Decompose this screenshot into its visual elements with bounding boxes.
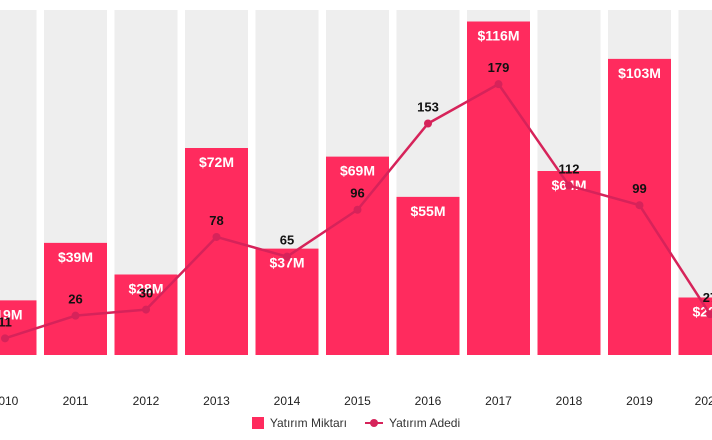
line-value-label: 112 [559, 162, 580, 177]
x-tick-label: 2015 [344, 394, 371, 408]
line-value-label: 78 [209, 213, 223, 228]
x-tick-label: 2011 [63, 394, 89, 408]
line-point-2016[interactable] [424, 119, 432, 128]
line-value-label: 65 [280, 233, 294, 248]
line-point-2010[interactable] [1, 334, 9, 343]
bar-value-label: $103M [618, 65, 661, 81]
x-tick-label: 2018 [556, 394, 583, 408]
bar-2010[interactable] [0, 300, 37, 355]
line-value-label: 99 [632, 181, 646, 196]
legend-item-line[interactable]: Yatırım Adedi [364, 416, 461, 430]
bar-2013[interactable] [185, 148, 248, 355]
line-point-2013[interactable] [212, 232, 221, 241]
line-value-label: 27 [703, 290, 712, 305]
line-value-label: 11 [0, 314, 12, 329]
legend-bar-label: Yatırım Miktarı [269, 416, 347, 430]
x-tick-label: 2019 [626, 394, 653, 408]
background-column [0, 10, 37, 355]
line-series: 11 26 30 78 65 96 153 179 112 99 27 [0, 60, 712, 343]
line-value-label: 179 [488, 60, 510, 75]
bar-value-label: $69M [340, 163, 375, 179]
bar-2018[interactable] [537, 171, 601, 355]
x-tick-label: 2014 [274, 394, 301, 408]
bar-value-label: $37M [269, 255, 304, 271]
bar-2017[interactable] [467, 21, 530, 356]
line-point-2017[interactable] [494, 80, 503, 89]
bar-2014[interactable] [255, 248, 319, 355]
line-point-2011[interactable] [71, 311, 80, 320]
bar-value-label: $28M [128, 281, 163, 297]
line-value-label: 30 [139, 286, 153, 301]
line-point-2014[interactable] [283, 252, 291, 261]
line-value-label: 96 [350, 186, 364, 201]
line-point-2020-[interactable] [706, 310, 712, 319]
bar-value-label: $72M [199, 154, 234, 170]
line-value-label: 153 [417, 99, 439, 114]
legend-bar-swatch [251, 417, 264, 429]
x-tick-label: 2020- [695, 394, 712, 408]
bar-value-label: $116M [477, 28, 519, 44]
line-point-2018[interactable] [565, 181, 573, 190]
x-tick-label: 2013 [203, 394, 230, 408]
bars: $19M$39M$28M$72M$37M$69M$55M$116M$64M$10… [0, 21, 712, 356]
legend-item-bars[interactable]: Yatırım Miktarı [251, 416, 347, 430]
bar-value-label: $39M [58, 249, 93, 265]
bar-value-label: $55M [410, 203, 445, 219]
line-point-2015[interactable] [353, 205, 362, 214]
x-tick-label: 2017 [485, 394, 512, 408]
bar-value-label: $19M [0, 306, 23, 322]
bar-2015[interactable] [326, 156, 389, 355]
line-point-2019[interactable] [635, 201, 644, 210]
bar-2016[interactable] [396, 196, 460, 355]
x-tick-label: 2016 [415, 394, 442, 408]
bar-2011[interactable] [44, 242, 107, 355]
x-tick-label: 2012 [133, 394, 160, 408]
legend-line-marker [364, 417, 383, 429]
legend-line-label: Yatırım Adedi [388, 416, 461, 430]
legend: Yatırım Miktarı Yatırım Adedi [0, 416, 712, 430]
line-value-label: 26 [68, 292, 82, 307]
line-point-2012[interactable] [142, 305, 150, 314]
